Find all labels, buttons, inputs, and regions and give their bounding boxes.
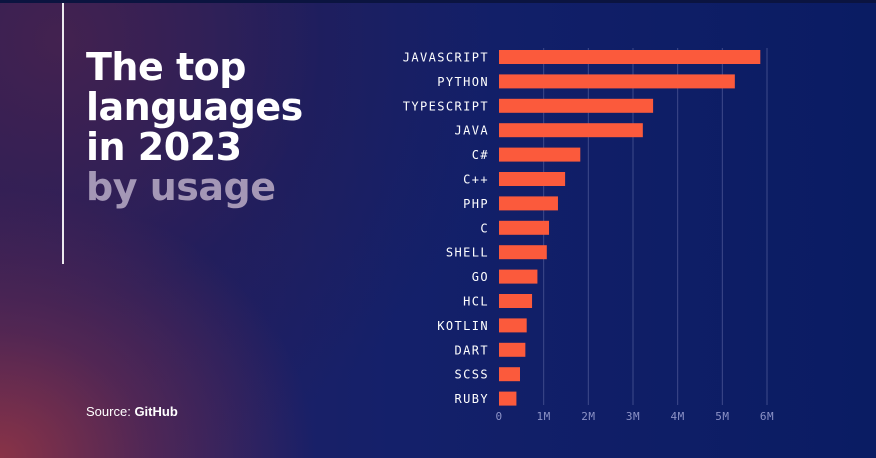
category-label: KOTLIN bbox=[437, 319, 489, 333]
category-label: SCSS bbox=[455, 368, 490, 382]
category-label: C++ bbox=[463, 173, 489, 187]
bar-scss bbox=[499, 367, 520, 382]
headline-line-2: languages bbox=[86, 85, 303, 129]
bar-ruby bbox=[499, 391, 517, 406]
headline: The top languages in 2023 by usage bbox=[86, 47, 303, 207]
bar-dart bbox=[499, 342, 526, 357]
category-label: RUBY bbox=[455, 392, 490, 406]
category-label: JAVASCRIPT bbox=[403, 51, 489, 65]
x-axis-ticks: 0 1M 2M 3M 4M 5M 6M bbox=[495, 410, 774, 423]
category-label: SHELL bbox=[446, 246, 489, 260]
category-label: PHP bbox=[463, 197, 489, 211]
bar-hcl bbox=[499, 294, 533, 308]
x-tick-label: 0 bbox=[495, 410, 502, 423]
category-label: DART bbox=[455, 343, 490, 357]
bars bbox=[499, 50, 761, 406]
bar-shell bbox=[499, 245, 547, 260]
x-tick-label: 6M bbox=[760, 410, 774, 423]
headline-line-4: by usage bbox=[86, 165, 276, 209]
bar-java bbox=[499, 123, 643, 138]
category-label: GO bbox=[472, 270, 489, 284]
x-tick-label: 3M bbox=[626, 410, 640, 423]
bar-php bbox=[499, 196, 558, 211]
bar-c bbox=[499, 147, 581, 162]
source-credit: Source: GitHub bbox=[86, 404, 178, 419]
category-label: PYTHON bbox=[437, 75, 489, 89]
accent-divider-line bbox=[62, 3, 64, 264]
bar-go bbox=[499, 269, 538, 284]
x-tick-label: 4M bbox=[671, 410, 685, 423]
x-tick-label: 2M bbox=[581, 410, 595, 423]
category-label: HCL bbox=[463, 295, 489, 309]
headline-line-3: in 2023 bbox=[86, 125, 242, 169]
bar-c bbox=[499, 172, 566, 186]
x-tick-label: 5M bbox=[715, 410, 729, 423]
top-border bbox=[0, 0, 876, 3]
bar-typescript bbox=[499, 98, 654, 113]
source-prefix: Source: bbox=[86, 404, 131, 419]
category-labels: JAVASCRIPTPYTHONTYPESCRIPTJAVAC#C++PHPCS… bbox=[403, 51, 490, 407]
x-tick-label: 1M bbox=[537, 410, 551, 423]
bar-c bbox=[499, 220, 550, 235]
headline-line-1: The top bbox=[86, 45, 246, 89]
bar-kotlin bbox=[499, 318, 527, 333]
category-label: C bbox=[480, 221, 489, 235]
category-label: JAVA bbox=[455, 124, 490, 138]
category-label: C# bbox=[472, 148, 489, 162]
bar-python bbox=[499, 74, 735, 89]
bar-javascript bbox=[499, 50, 761, 64]
category-label: TYPESCRIPT bbox=[403, 99, 489, 113]
source-name: GitHub bbox=[134, 404, 178, 419]
